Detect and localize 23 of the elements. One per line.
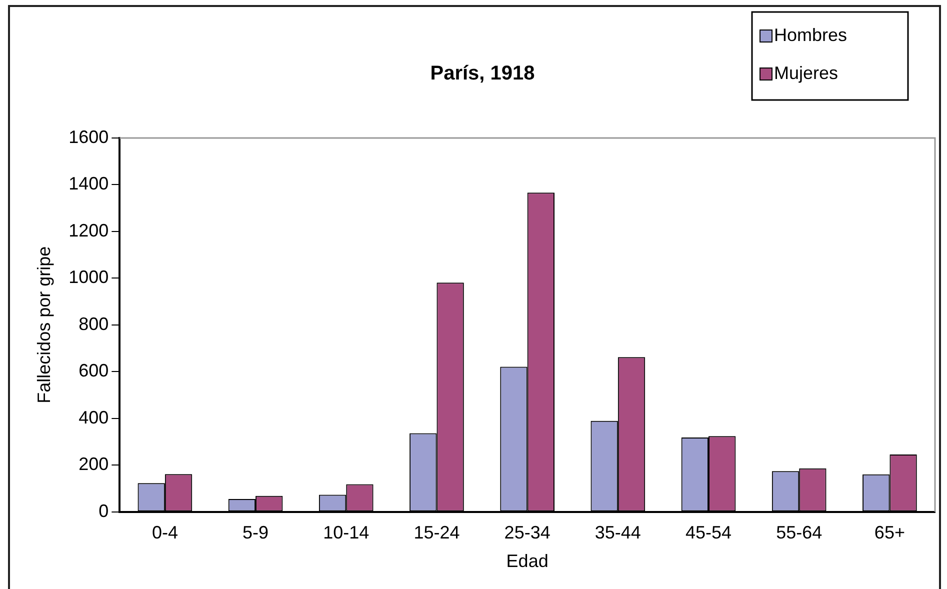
y-tick-label: 1200 [68, 220, 109, 240]
x-tick-label: 35-44 [594, 522, 641, 543]
y-tick-label: 400 [78, 407, 109, 428]
x-tick-label: 10-14 [323, 522, 370, 543]
y-tick-label: 0 [98, 500, 109, 521]
x-tick-label: 65+ [874, 522, 905, 543]
legend-label: Mujeres [774, 62, 838, 83]
x-tick-label: 25-34 [504, 522, 550, 543]
chart-title: París, 1918 [430, 62, 535, 85]
y-axis-title: Fallecidos por gripe [34, 246, 54, 404]
legend-label: Hombres [774, 24, 848, 45]
y-tick-label: 800 [78, 314, 109, 334]
y-tick-label: 1400 [68, 174, 109, 194]
x-tick-label: 0-4 [152, 522, 178, 543]
x-tick-label: 15-24 [414, 522, 460, 543]
y-tick-label: 200 [78, 454, 109, 474]
x-tick-label: 5-9 [242, 522, 269, 543]
x-tick-label: 45-54 [685, 522, 732, 543]
x-axis-title: Edad [506, 551, 548, 572]
x-tick-label: 55-64 [776, 522, 822, 543]
y-tick-label: 600 [78, 360, 109, 381]
y-tick-label: 1600 [68, 126, 109, 147]
y-tick-label: 1000 [68, 267, 109, 288]
